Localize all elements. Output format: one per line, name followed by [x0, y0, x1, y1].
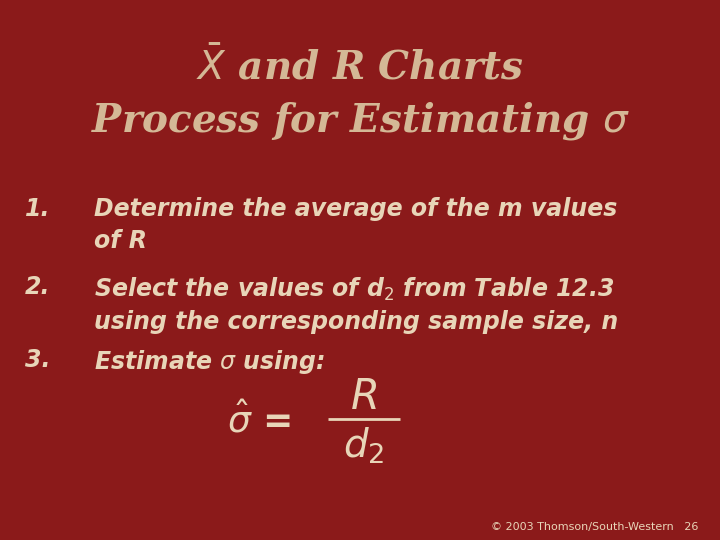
- Text: $\mathit{d}_2$: $\mathit{d}_2$: [343, 426, 384, 465]
- Text: $\mathit{R}$: $\mathit{R}$: [350, 376, 377, 418]
- Text: 3.: 3.: [25, 348, 50, 372]
- Text: $\bar{X}$ and R Charts: $\bar{X}$ and R Charts: [196, 47, 524, 88]
- Text: Estimate $\sigma$ using:: Estimate $\sigma$ using:: [94, 348, 325, 376]
- Text: Select the values of d$_2$ from Table 12.3
using the corresponding sample size, : Select the values of d$_2$ from Table 12…: [94, 275, 618, 334]
- Text: Determine the average of the m values
of R: Determine the average of the m values of…: [94, 197, 617, 253]
- Text: 1.: 1.: [25, 197, 50, 221]
- Text: 2.: 2.: [25, 275, 50, 299]
- Text: $\hat{\sigma}$ =: $\hat{\sigma}$ =: [228, 403, 291, 440]
- Text: Process for Estimating $\sigma$: Process for Estimating $\sigma$: [91, 100, 629, 143]
- Text: © 2003 Thomson/South-Western   26: © 2003 Thomson/South-Western 26: [491, 522, 698, 532]
